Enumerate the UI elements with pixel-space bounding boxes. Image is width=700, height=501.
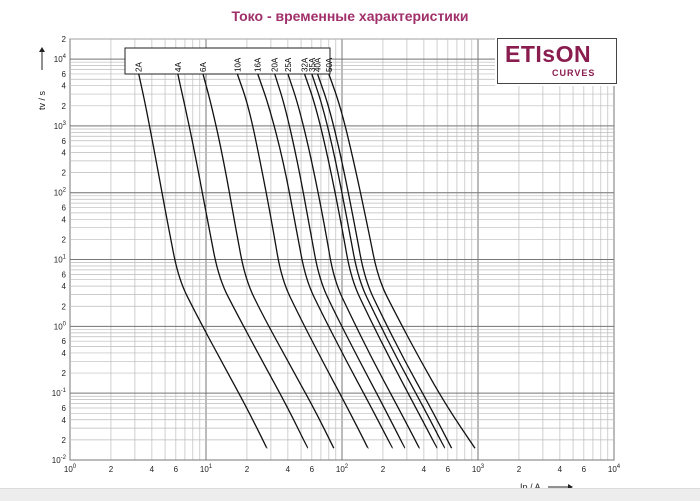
- y-tick-label: 2: [62, 169, 67, 178]
- curve-label-6a: 6A: [199, 62, 208, 72]
- curve-32a: [303, 73, 438, 449]
- curve-40a: [316, 73, 453, 449]
- y-tick-label: 6: [62, 270, 67, 279]
- y-tick-label: 103: [54, 121, 67, 131]
- y-tick-label: 2: [62, 436, 67, 445]
- curve-label-25a: 25A: [284, 57, 293, 72]
- curve-label-16a: 16A: [254, 57, 263, 72]
- curve-label-50a: 50A: [325, 57, 334, 72]
- y-tick-label: 2: [62, 235, 67, 244]
- x-tick-label: 2: [109, 465, 114, 474]
- x-tick-label: 2: [517, 465, 522, 474]
- x-tick-label: 6: [446, 465, 451, 474]
- chart-tick-labels: 100 2 4 6 101 2 4 6 102 2 4 6 103 2 4 6 104 10-2 2 4 6 10-1 2 4…: [52, 35, 621, 474]
- x-tick-label: 6: [310, 465, 315, 474]
- curve-20a: [274, 73, 406, 449]
- x-tick-label: 101: [200, 464, 213, 474]
- y-axis-arrow-head: [39, 47, 45, 52]
- logo-sub-text: CURVES: [552, 68, 596, 78]
- x-tick-label: 4: [150, 465, 155, 474]
- y-tick-label: 2: [62, 302, 67, 311]
- y-tick-label: 6: [62, 337, 67, 346]
- curve-50a: [328, 73, 476, 449]
- y-tick-label: 2: [62, 35, 67, 44]
- y-tick-label: 2: [62, 369, 67, 378]
- y-tick-label: 4: [62, 82, 67, 91]
- x-tick-label: 2: [245, 465, 250, 474]
- curve-label-frame: [124, 47, 331, 75]
- x-tick-label: 102: [336, 464, 349, 474]
- curve-25a: [287, 73, 420, 449]
- y-tick-label: 100: [54, 321, 67, 331]
- curve-label-40a: 40A: [314, 57, 323, 72]
- curve-35a: [311, 73, 446, 449]
- y-tick-label: 104: [54, 54, 67, 64]
- x-tick-label: 104: [608, 464, 621, 474]
- curve-label-32a: 32A: [301, 57, 310, 72]
- x-tick-label: 2: [381, 465, 386, 474]
- curve-10a: [236, 73, 369, 449]
- x-tick-label: 100: [64, 464, 77, 474]
- x-tick-label: 4: [558, 465, 563, 474]
- curve-label-box: [124, 47, 331, 75]
- logo-main-text: ETIsON: [505, 41, 592, 67]
- x-tick-label: 103: [472, 464, 485, 474]
- curve-2a: [138, 73, 268, 449]
- curve-label-4a: 4A: [174, 62, 183, 72]
- page-title: Токо - временные характеристики: [231, 8, 469, 24]
- y-tick-label: 6: [62, 70, 67, 79]
- curve-label-35a: 35A: [308, 57, 317, 72]
- y-tick-label: 2: [62, 102, 67, 111]
- y-tick-label: 10-1: [52, 388, 67, 398]
- y-axis-title: tv / s: [37, 90, 47, 110]
- y-tick-label: 4: [62, 282, 67, 291]
- y-tick-label: 6: [62, 404, 67, 413]
- x-tick-label: 4: [286, 465, 291, 474]
- curve-label-2a: 2A: [135, 62, 144, 72]
- curve-4a: [177, 73, 309, 449]
- x-tick-label: 4: [422, 465, 427, 474]
- y-tick-label: 4: [62, 349, 67, 358]
- y-tick-label: 102: [54, 188, 67, 198]
- y-tick-label: 101: [54, 255, 67, 265]
- curve-6a: [202, 73, 335, 449]
- x-tick-label: 6: [582, 465, 587, 474]
- y-tick-label: 6: [62, 204, 67, 213]
- y-tick-label: 4: [62, 215, 67, 224]
- curve-label-10a: 10A: [233, 57, 242, 72]
- etison-curves-logo: ETIsON CURVES: [497, 38, 617, 84]
- y-tick-label: 10-2: [52, 455, 67, 465]
- x-tick-label: 6: [174, 465, 179, 474]
- curve-16a: [257, 73, 394, 449]
- chart-axis-titles: Ip / A tv / s: [37, 47, 573, 492]
- y-tick-label: 4: [62, 416, 67, 425]
- y-tick-label: 4: [62, 149, 67, 158]
- x-axis-title: Ip / A: [520, 482, 541, 492]
- bottom-strip: [0, 488, 700, 501]
- y-tick-label: 6: [62, 137, 67, 146]
- curve-label-20a: 20A: [271, 57, 280, 72]
